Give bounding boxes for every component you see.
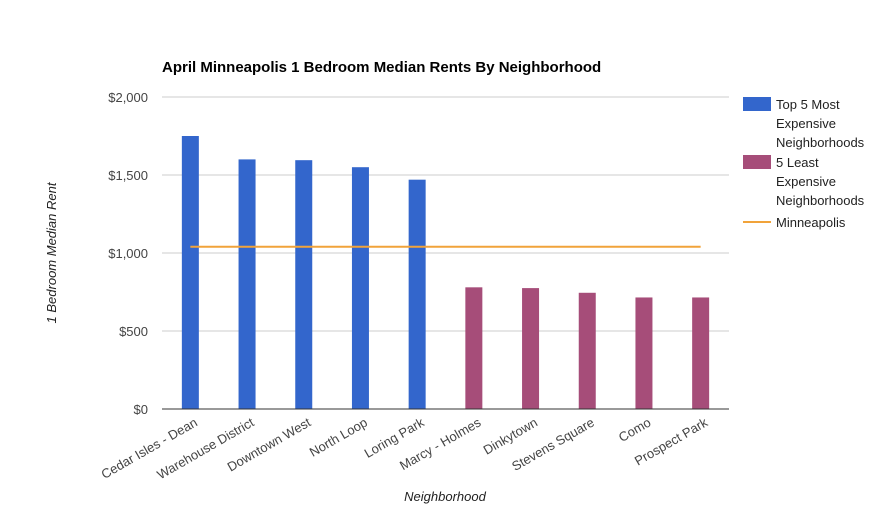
- bar: [578, 292, 596, 409]
- legend-label: Minneapolis: [776, 215, 846, 230]
- y-tick-label: $2,000: [108, 90, 148, 105]
- y-axis-ticks: $0 $500 $1,000 $1,500 $2,000: [108, 90, 148, 417]
- legend-label-line: Minneapolis: [776, 215, 846, 230]
- legend-label: 5 Least Expensive Neighborhoods: [776, 155, 865, 208]
- legend-label-line: 5 Least: [776, 155, 819, 170]
- bar: [522, 288, 540, 409]
- y-tick-label: $1,500: [108, 168, 148, 183]
- legend-swatch: [743, 155, 771, 169]
- bar: [408, 179, 426, 409]
- gridlines: [162, 96, 729, 332]
- chart-title: April Minneapolis 1 Bedroom Median Rents…: [162, 59, 601, 76]
- legend-label-line: Neighborhoods: [776, 193, 865, 208]
- y-tick-label: $0: [134, 402, 148, 417]
- y-axis-title: 1 Bedroom Median Rent: [44, 181, 59, 323]
- bar: [465, 287, 483, 409]
- legend-label-line: Expensive: [776, 116, 836, 131]
- y-tick-label: $500: [119, 324, 148, 339]
- bar: [692, 297, 710, 409]
- x-tick-label: Cedar Isles - Dean: [98, 415, 199, 482]
- bar: [181, 136, 199, 409]
- x-tick-label: Como: [616, 415, 654, 445]
- bar: [238, 159, 256, 409]
- bars: [181, 136, 710, 409]
- legend-label-line: Expensive: [776, 174, 836, 189]
- legend-label-line: Top 5 Most: [776, 97, 840, 112]
- y-tick-label: $1,000: [108, 246, 148, 261]
- legend-label-line: Neighborhoods: [776, 135, 865, 150]
- legend-label: Top 5 Most Expensive Neighborhoods: [776, 97, 865, 150]
- legend-swatch: [743, 97, 771, 111]
- bar: [635, 297, 653, 409]
- bar: [295, 160, 313, 409]
- x-tick-label: Warehouse District: [154, 414, 257, 482]
- legend: Top 5 Most Expensive Neighborhoods 5 Least E…: [743, 97, 865, 230]
- x-axis-title: Neighborhood: [404, 489, 486, 504]
- x-tick-label: North Loop: [307, 415, 370, 460]
- bar: [351, 167, 369, 409]
